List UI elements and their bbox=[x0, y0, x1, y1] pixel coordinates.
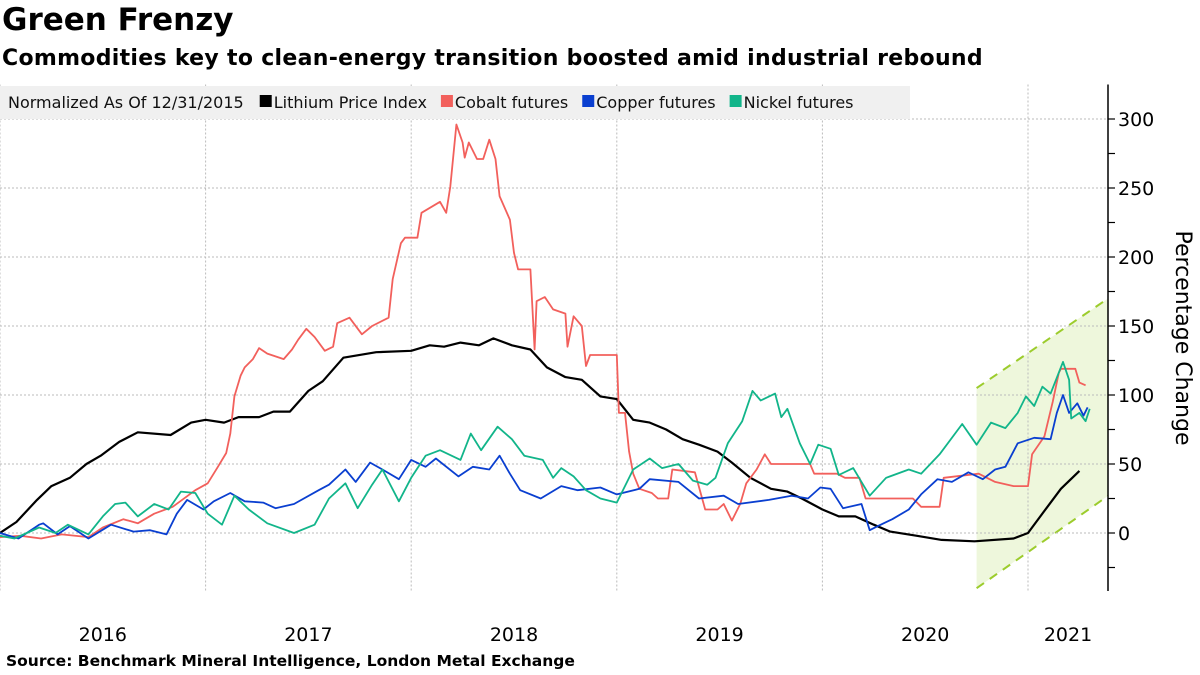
legend-swatch bbox=[582, 95, 595, 107]
y-tick-label: 0 bbox=[1118, 523, 1130, 545]
x-tick-label: 2016 bbox=[79, 624, 127, 646]
y-tick-label: 300 bbox=[1118, 109, 1154, 131]
source-note: Source: Benchmark Mineral Intelligence, … bbox=[6, 652, 575, 670]
legend-label: Cobalt futures bbox=[455, 93, 568, 112]
y-tick-label: 200 bbox=[1118, 247, 1154, 269]
series-line-lithium-price-index bbox=[0, 337, 1081, 543]
x-tick-label: 2021 bbox=[1044, 624, 1092, 646]
legend-note: Normalized As Of 12/31/2015 bbox=[8, 93, 244, 112]
highlight-band bbox=[976, 298, 1109, 589]
legend-swatch bbox=[440, 95, 453, 107]
band-lower-edge bbox=[976, 494, 1109, 590]
y-tick-label: 100 bbox=[1118, 385, 1154, 407]
series-line-nickel-futures bbox=[0, 361, 1091, 540]
legend-label: Copper futures bbox=[596, 93, 715, 112]
legend-label: Nickel futures bbox=[744, 93, 854, 112]
legend-swatch bbox=[729, 95, 742, 107]
band-upper-edge bbox=[976, 297, 1109, 389]
legend-background bbox=[0, 86, 910, 119]
chart-subtitle: Commodities key to clean-energy transiti… bbox=[2, 46, 983, 71]
x-tick-label: 2020 bbox=[901, 624, 949, 646]
y-tick-label: 150 bbox=[1118, 316, 1154, 338]
y-axis-label: Percentage Change bbox=[1170, 231, 1195, 446]
series-line-cobalt-futures bbox=[0, 123, 1086, 540]
x-tick-label: 2017 bbox=[284, 624, 332, 646]
legend-swatch bbox=[259, 95, 272, 107]
legend-label: Lithium Price Index bbox=[274, 93, 427, 112]
y-tick-label: 50 bbox=[1118, 454, 1142, 476]
y-tick-label: 250 bbox=[1118, 178, 1154, 200]
series-line-copper-futures bbox=[0, 394, 1089, 540]
x-tick-label: 2018 bbox=[490, 624, 538, 646]
chart-title: Green Frenzy bbox=[2, 2, 234, 38]
x-tick-label: 2019 bbox=[695, 624, 743, 646]
